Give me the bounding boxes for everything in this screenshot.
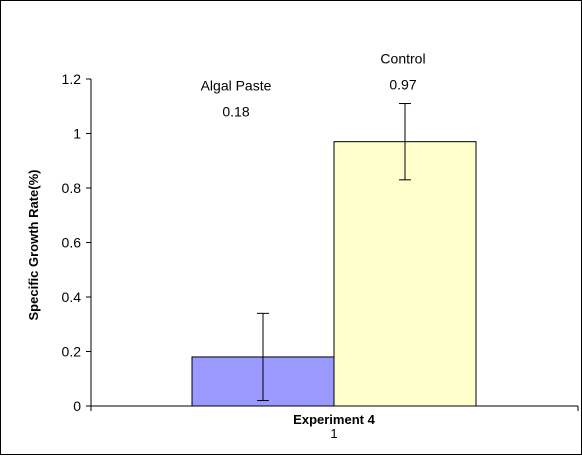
series-name-label: Control [380, 51, 425, 67]
y-tick-label: 1.2 [62, 71, 82, 87]
data-label: 0.18 [222, 103, 249, 119]
x-axis-label: Experiment 4 [293, 412, 375, 427]
bar-control [333, 141, 477, 407]
y-tick-label: 0.2 [62, 344, 82, 360]
series-name-label: Algal Paste [201, 77, 272, 93]
y-tick-label: 1 [73, 126, 81, 142]
y-tick-label: 0 [73, 398, 81, 414]
y-tick-label: 0.4 [62, 289, 82, 305]
data-label: 0.97 [389, 77, 416, 93]
x-tick-label: 1 [330, 426, 337, 441]
y-axis-label: Specific Growth Rate(%) [26, 170, 41, 321]
y-tick-label: 0.6 [62, 235, 82, 251]
plot-area: 0 0.2 0.4 0.6 0.8 1 1.2 1 Algal Paste 0.18 Control… [62, 51, 579, 441]
y-tick-label: 0.8 [62, 180, 82, 196]
